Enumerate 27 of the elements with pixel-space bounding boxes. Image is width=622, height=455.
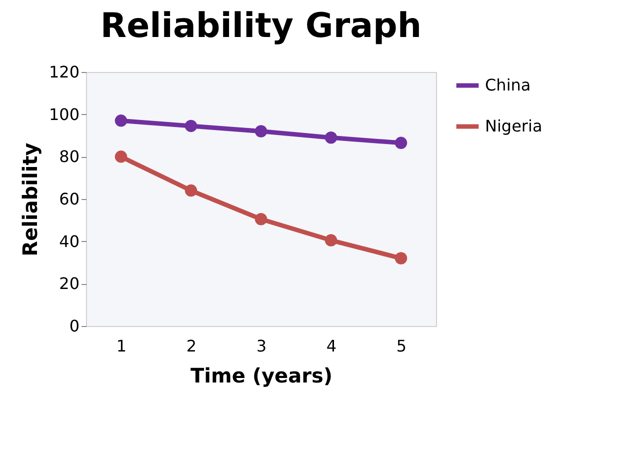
x-axis-title: Time (years) bbox=[190, 364, 333, 388]
y-tick-label: 60 bbox=[59, 190, 80, 208]
y-tick-label: 120 bbox=[48, 62, 80, 82]
point bbox=[114, 150, 128, 163]
point bbox=[324, 132, 338, 144]
x-tick-label: 4 bbox=[326, 336, 337, 356]
y-tick-label: 100 bbox=[48, 104, 80, 124]
point bbox=[324, 234, 338, 246]
y-tick-label: 40 bbox=[59, 232, 80, 251]
legend-label: China bbox=[485, 76, 531, 94]
legend-label: Nigeria bbox=[485, 116, 542, 136]
x-tick-label: 2 bbox=[186, 336, 197, 356]
point bbox=[254, 125, 268, 138]
point bbox=[184, 184, 198, 197]
y-tick-label: 80 bbox=[59, 147, 80, 166]
x-tick-label: 5 bbox=[396, 336, 407, 356]
y-axis-title: Reliability bbox=[18, 142, 42, 256]
x-tick-label: 1 bbox=[116, 336, 127, 356]
chart-title: Reliability Graph bbox=[100, 6, 422, 46]
point bbox=[254, 212, 268, 226]
point bbox=[184, 120, 198, 132]
point bbox=[394, 136, 408, 150]
point bbox=[394, 252, 408, 264]
point bbox=[114, 114, 128, 127]
y-tick-label: 20 bbox=[59, 274, 80, 294]
x-tick-label: 3 bbox=[256, 336, 267, 356]
y-tick-label: 0 bbox=[69, 316, 80, 336]
